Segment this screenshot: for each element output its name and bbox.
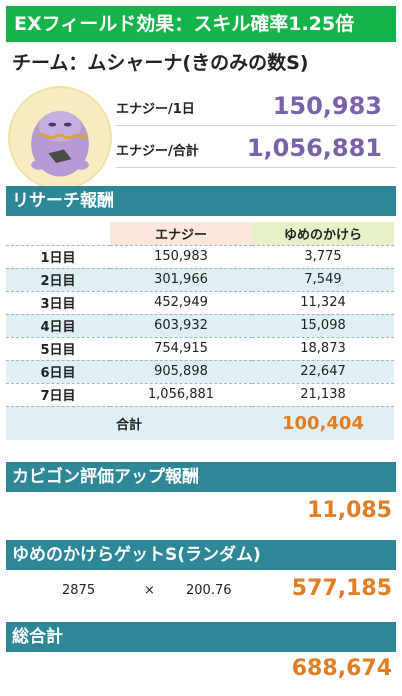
row-energy: 301,966 bbox=[110, 268, 252, 291]
kabigon-value: 11,085 bbox=[307, 498, 392, 523]
row-day: 6日目 bbox=[6, 360, 110, 383]
row-dream: 7,549 bbox=[252, 268, 394, 291]
row-energy: 754,915 bbox=[110, 337, 252, 360]
pokemon-avatar bbox=[8, 86, 112, 190]
musharna-icon bbox=[11, 89, 109, 187]
dream-factor-b: 200.76 bbox=[186, 583, 232, 598]
table-row: 7日目 1,056,881 21,138 bbox=[6, 383, 394, 406]
dream-get-heading: ゆめのかけらゲットS(ランダム) bbox=[6, 540, 396, 570]
research-total-label: 合計 bbox=[6, 406, 252, 440]
row-dream: 11,324 bbox=[252, 291, 394, 314]
row-dream: 21,138 bbox=[252, 383, 394, 406]
research-heading: リサーチ報酬 bbox=[6, 186, 396, 216]
row-dream: 18,873 bbox=[252, 337, 394, 360]
table-row: 4日目 603,932 15,098 bbox=[6, 314, 394, 337]
row-dream: 22,647 bbox=[252, 360, 394, 383]
header-blank bbox=[6, 222, 110, 245]
dream-factor-a: 2875 bbox=[62, 583, 96, 598]
kabigon-heading: カビゴン評価アップ報酬 bbox=[6, 462, 396, 492]
energy-total-label: エナジー/合計 bbox=[116, 144, 199, 159]
row-energy: 1,056,881 bbox=[110, 383, 252, 406]
row-energy: 603,932 bbox=[110, 314, 252, 337]
team-title: チーム：ムシャーナ(きのみの数S) bbox=[12, 52, 309, 74]
row-day: 5日目 bbox=[6, 337, 110, 360]
header-dream: ゆめのかけら bbox=[252, 222, 394, 245]
energy-daily-value: 150,983 bbox=[272, 92, 382, 120]
row-energy: 150,983 bbox=[110, 245, 252, 268]
field-effect-banner: EXフィールド効果：スキル確率1.25倍 bbox=[6, 6, 396, 42]
grand-total-value: 688,674 bbox=[291, 656, 392, 681]
table-header-row: エナジー ゆめのかけら bbox=[6, 222, 394, 245]
row-dream: 3,775 bbox=[252, 245, 394, 268]
row-day: 7日目 bbox=[6, 383, 110, 406]
row-dream: 15,098 bbox=[252, 314, 394, 337]
energy-total-value: 1,056,881 bbox=[246, 134, 382, 162]
energy-daily-row: エナジー/1日 150,983 bbox=[116, 84, 396, 126]
grand-total-heading: 総合計 bbox=[6, 622, 396, 652]
table-row: 6日目 905,898 22,647 bbox=[6, 360, 394, 383]
energy-daily-label: エナジー/1日 bbox=[116, 102, 195, 117]
multiply-sign: × bbox=[144, 583, 155, 598]
table-row: 2日目 301,966 7,549 bbox=[6, 268, 394, 291]
dream-get-value: 577,185 bbox=[291, 576, 392, 601]
header-energy: エナジー bbox=[110, 222, 252, 245]
research-total-value: 100,404 bbox=[252, 406, 394, 440]
row-day: 3日目 bbox=[6, 291, 110, 314]
table-row: 1日目 150,983 3,775 bbox=[6, 245, 394, 268]
research-table: エナジー ゆめのかけら 1日目 150,983 3,775 2日目 301,96… bbox=[6, 222, 394, 440]
row-energy: 452,949 bbox=[110, 291, 252, 314]
energy-total-row: エナジー/合計 1,056,881 bbox=[116, 126, 396, 168]
table-total-row: 合計 100,404 bbox=[6, 406, 394, 440]
table-row: 3日目 452,949 11,324 bbox=[6, 291, 394, 314]
row-day: 1日目 bbox=[6, 245, 110, 268]
table-row: 5日目 754,915 18,873 bbox=[6, 337, 394, 360]
row-energy: 905,898 bbox=[110, 360, 252, 383]
row-day: 4日目 bbox=[6, 314, 110, 337]
row-day: 2日目 bbox=[6, 268, 110, 291]
